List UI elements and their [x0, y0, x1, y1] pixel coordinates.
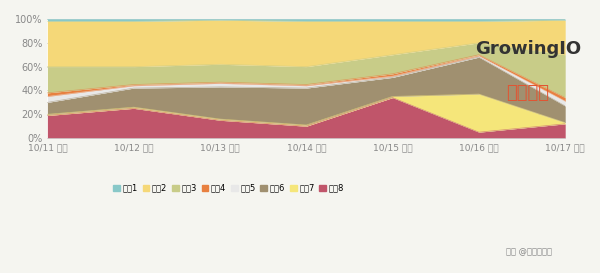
- Legend: 渠道1, 渠道2, 渠道3, 渠道4, 渠道5, 渠道6, 渠道7, 渠道8: 渠道1, 渠道2, 渠道3, 渠道4, 渠道5, 渠道6, 渠道7, 渠道8: [110, 180, 347, 196]
- Text: GrowingIO: GrowingIO: [475, 40, 581, 58]
- Text: 数据分析: 数据分析: [506, 84, 550, 102]
- Text: 头条 @元飞聊数智: 头条 @元飞聊数智: [506, 248, 552, 257]
